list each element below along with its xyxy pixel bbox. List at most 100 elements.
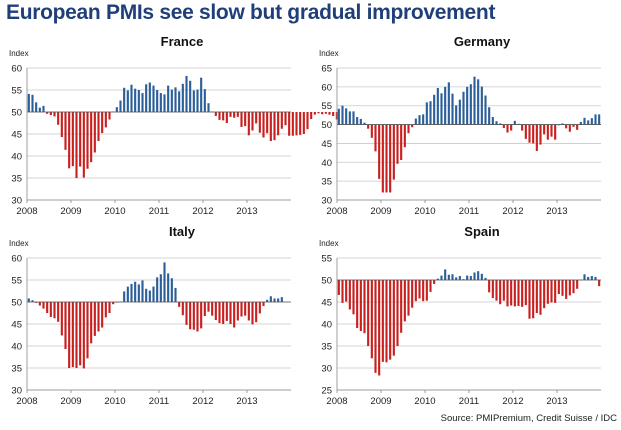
bar [233, 302, 236, 328]
y-tick-label: 55 [11, 86, 22, 97]
bar [535, 280, 538, 313]
bar [455, 105, 458, 125]
bar [422, 114, 425, 125]
bar [572, 124, 575, 127]
bar [163, 262, 166, 302]
bar [299, 112, 302, 135]
bar [104, 112, 107, 128]
bar [499, 280, 502, 305]
bar [532, 124, 535, 144]
bar [572, 280, 575, 294]
bar [174, 87, 177, 112]
bar [123, 87, 126, 112]
bar [57, 112, 60, 125]
bar [64, 302, 67, 350]
bar [189, 80, 192, 112]
bar [49, 112, 52, 116]
bar [280, 112, 283, 129]
bar [532, 280, 535, 319]
bar [258, 112, 261, 133]
bar [101, 112, 104, 134]
bar [60, 112, 63, 138]
bar [543, 280, 546, 309]
bar [68, 112, 71, 169]
bar [280, 297, 283, 302]
bar [440, 275, 443, 280]
bar [451, 274, 454, 280]
bar [458, 99, 461, 125]
y-tick-label: 30 [11, 386, 22, 397]
bar [425, 280, 428, 301]
bar [598, 280, 601, 287]
y-tick-label: 30 [321, 196, 332, 207]
bar [156, 90, 159, 112]
bar [251, 302, 254, 325]
y-tick-label: 30 [11, 196, 22, 207]
bar [477, 79, 480, 125]
x-tick-label: 2008 [326, 206, 347, 217]
bar [185, 302, 188, 325]
bar [491, 117, 494, 125]
bar [495, 121, 498, 125]
x-tick-label: 2012 [192, 206, 213, 217]
bar [134, 281, 137, 302]
bar [561, 123, 564, 125]
x-tick-label: 2009 [60, 206, 81, 217]
bar [192, 302, 195, 330]
bar [313, 112, 316, 115]
bar [200, 77, 203, 112]
bar [189, 302, 192, 330]
bar [583, 274, 586, 280]
bar [295, 112, 298, 136]
bar [583, 117, 586, 125]
bar [247, 302, 250, 321]
y-tick-label: 45 [11, 130, 22, 141]
x-tick-label: 2010 [104, 206, 125, 217]
bar [134, 88, 137, 112]
bar [444, 269, 447, 280]
bar [262, 112, 265, 138]
bar [163, 94, 166, 112]
bar [587, 120, 590, 125]
bar [90, 302, 93, 344]
x-tick-label: 2008 [16, 396, 37, 407]
bar [53, 302, 56, 319]
y-axis-label-italy: Index [9, 239, 29, 248]
y-tick-label: 60 [321, 82, 332, 93]
bar [203, 89, 206, 112]
bar [370, 124, 373, 138]
bar [565, 280, 568, 299]
chart-title-italy: Italy [169, 224, 196, 239]
source-note: Source: PMIPremium, Credit Suisse / IDC [440, 413, 617, 424]
bar [524, 280, 527, 306]
bar [576, 124, 579, 130]
y-tick-label: 65 [321, 64, 332, 75]
bar [218, 302, 221, 324]
bar [93, 302, 96, 336]
bar [352, 280, 355, 315]
bar [554, 280, 557, 303]
bar [370, 280, 373, 359]
x-tick-label: 2012 [502, 396, 523, 407]
bar [159, 93, 162, 112]
bar [207, 103, 210, 112]
bar [444, 86, 447, 125]
bar [513, 120, 516, 125]
bar [123, 291, 126, 302]
bar [433, 94, 436, 125]
bar [568, 124, 571, 132]
bar [579, 121, 582, 125]
bar [152, 85, 155, 112]
x-tick-label: 2013 [546, 206, 567, 217]
y-axis-label-spain: Index [319, 239, 339, 248]
bar [328, 112, 331, 115]
bar [49, 302, 52, 317]
bar [71, 112, 74, 167]
bar [378, 280, 381, 376]
bar [247, 112, 250, 136]
x-tick-label: 2008 [326, 396, 347, 407]
y-tick-label: 55 [321, 254, 332, 265]
bar [306, 112, 309, 130]
bar [141, 280, 144, 302]
